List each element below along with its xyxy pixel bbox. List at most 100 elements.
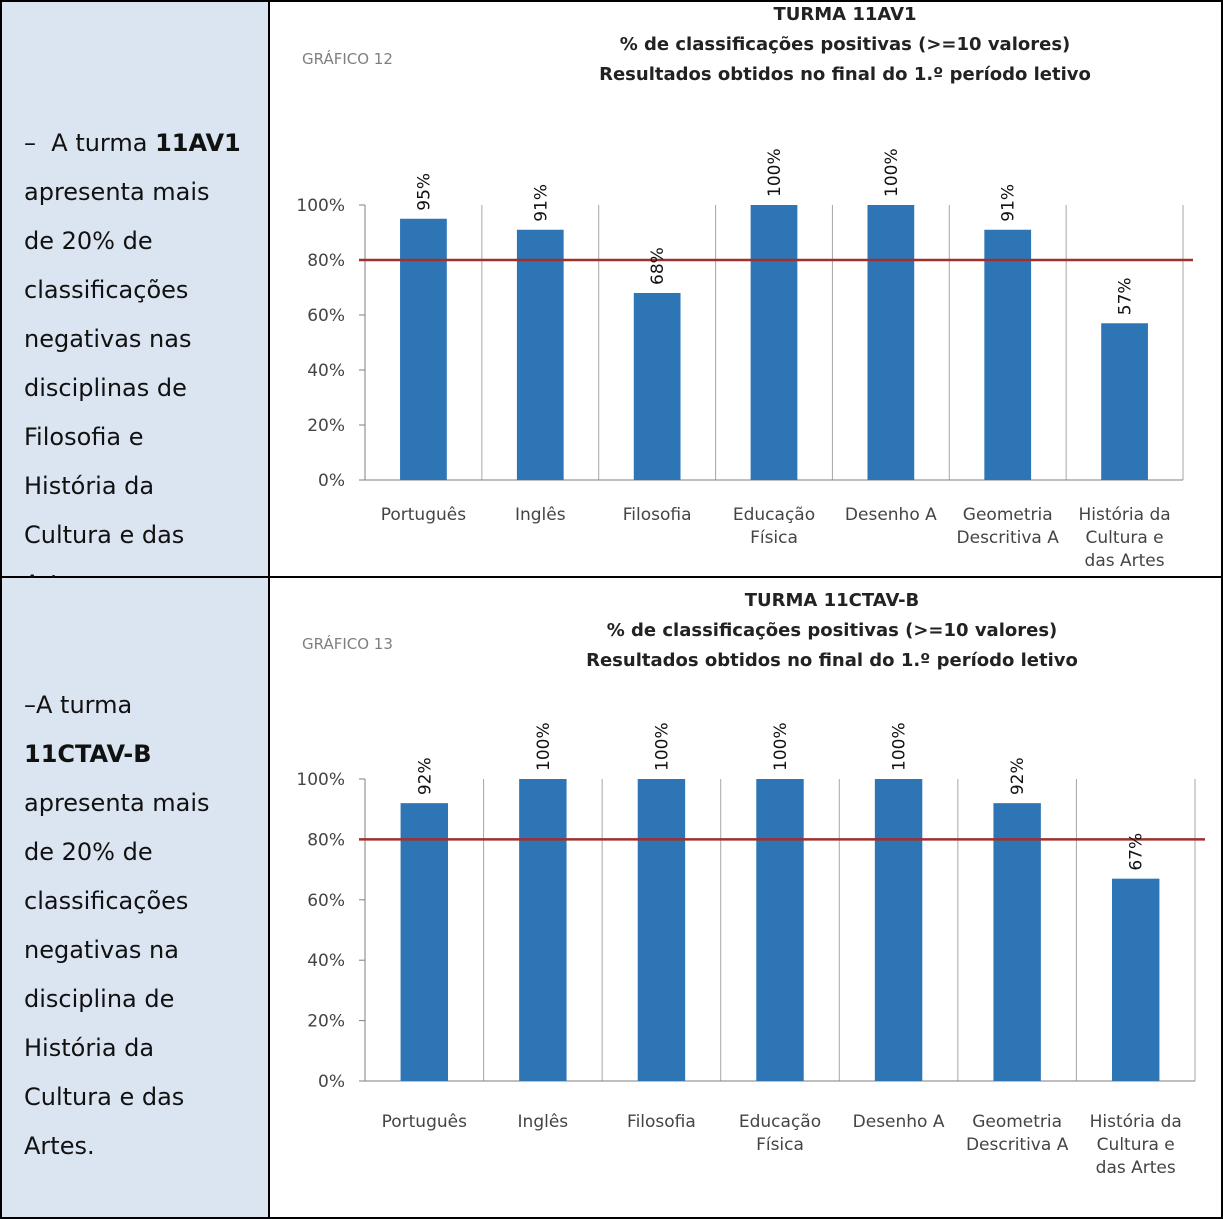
commentary-line: Artes.	[24, 1132, 95, 1160]
panel-row-2: –A turma 11CTAV-B apresenta mais de 20% d…	[0, 578, 1223, 1219]
commentary-lines: apresenta mais de 20% de classificações neg…	[24, 779, 262, 1171]
data-label: 100%	[882, 148, 902, 197]
data-label: 57%	[1116, 277, 1136, 315]
chart-cell-2: GRÁFICO 13 TURMA 11CTAV-B % de classificaç…	[270, 578, 1223, 1219]
category-label: Educação	[733, 505, 815, 525]
bar	[516, 229, 564, 480]
data-label: 95%	[414, 173, 434, 211]
commentary-text-1: – A turma 11AV1 apresenta mais de 20% de c…	[24, 119, 262, 609]
commentary-line: História da	[24, 472, 155, 500]
category-label: Português	[381, 505, 467, 525]
commentary-cell-2: –A turma 11CTAV-B apresenta mais de 20% d…	[0, 578, 270, 1219]
panel-row-1: – A turma 11AV1 apresenta mais de 20% de c…	[0, 0, 1223, 598]
commentary-lines: apresenta mais de 20% de classificações neg…	[24, 168, 262, 609]
bar	[633, 293, 681, 480]
y-tick-label: 60%	[307, 306, 345, 326]
bar	[874, 779, 923, 1081]
category-label: Física	[750, 528, 798, 548]
bar	[867, 205, 915, 480]
data-label: 68%	[648, 247, 668, 285]
y-tick-label: 40%	[307, 361, 345, 381]
data-label: 100%	[534, 722, 554, 771]
category-label: das Artes	[1085, 551, 1165, 571]
data-label: 91%	[531, 184, 551, 222]
commentary-line: disciplina de	[24, 985, 175, 1013]
commentary-cell-1: – A turma 11AV1 apresenta mais de 20% de c…	[0, 0, 270, 598]
commentary-line: apresenta mais	[24, 178, 210, 206]
category-label: Descritiva A	[966, 1135, 1069, 1155]
bar	[1112, 878, 1160, 1081]
category-label: Cultura e	[1086, 528, 1164, 548]
commentary-line: História da	[24, 1034, 155, 1062]
bar	[984, 229, 1032, 480]
chart-title-line: Resultados obtidos no final do 1.º perío…	[599, 64, 1091, 85]
commentary-line: Filosofia e	[24, 423, 144, 451]
bar	[637, 779, 686, 1081]
bar-chart-11av1: GRÁFICO 12 TURMA 11AV1 % de classificações…	[296, 4, 1193, 571]
y-tick-label: 20%	[307, 1012, 345, 1032]
commentary-line: disciplinas de	[24, 374, 187, 402]
y-tick-label: 100%	[296, 196, 345, 216]
commentary-line: negativas na	[24, 936, 179, 964]
commentary-line: – A turma 11AV1	[24, 129, 241, 157]
data-label: 67%	[1127, 833, 1147, 871]
y-tick-label: 80%	[307, 251, 345, 271]
category-label: Geometria	[972, 1112, 1062, 1132]
category-label: Cultura e	[1097, 1135, 1175, 1155]
bar	[993, 803, 1041, 1081]
data-label: 100%	[771, 722, 791, 771]
y-tick-label: 0%	[318, 1072, 345, 1092]
chart-title-line: TURMA 11AV1	[773, 4, 916, 25]
category-label: Inglês	[515, 505, 566, 525]
chart-title-line: % de classificações positivas (>=10 valo…	[607, 620, 1058, 641]
y-tick-label: 20%	[307, 416, 345, 436]
commentary-line: apresenta mais	[24, 789, 210, 817]
bar	[519, 779, 567, 1081]
bar	[1101, 323, 1148, 480]
y-tick-label: 40%	[307, 951, 345, 971]
chart-cell-1: GRÁFICO 12 TURMA 11AV1 % de classificações…	[270, 0, 1223, 578]
y-tick-label: 60%	[307, 891, 345, 911]
bar	[750, 205, 798, 480]
bar	[400, 803, 448, 1081]
category-label: Geometria	[963, 505, 1053, 525]
commentary-line: negativas nas	[24, 325, 192, 353]
category-label: História da	[1078, 505, 1170, 525]
bar	[756, 779, 804, 1081]
commentary-line: classificações	[24, 887, 189, 915]
commentary-line: de 20% de	[24, 838, 153, 866]
y-tick-label: 80%	[307, 830, 345, 850]
category-label: Educação	[739, 1112, 821, 1132]
category-label: Desenho A	[845, 505, 937, 525]
y-tick-label: 0%	[318, 471, 345, 491]
chart-title-line: TURMA 11CTAV-B	[745, 590, 920, 611]
commentary-line: –A turma	[24, 691, 133, 719]
category-label: História da	[1090, 1112, 1182, 1132]
category-label: Descritiva A	[957, 528, 1060, 548]
category-label: Filosofia	[623, 505, 692, 525]
commentary-line: Cultura e das	[24, 1083, 185, 1111]
category-label: Desenho A	[853, 1112, 945, 1132]
figure-label: GRÁFICO 12	[302, 49, 393, 68]
data-label: 92%	[1008, 757, 1028, 795]
turma-code: 11AV1	[155, 129, 241, 157]
data-label: 100%	[890, 722, 910, 771]
category-label: Inglês	[518, 1112, 569, 1132]
commentary-line: classificações	[24, 276, 189, 304]
y-tick-label: 100%	[296, 770, 345, 790]
bar-chart-11ctavb: GRÁFICO 13 TURMA 11CTAV-B % de classificaç…	[296, 590, 1205, 1178]
turma-code: 11CTAV-B	[24, 740, 152, 768]
chart-title-line: Resultados obtidos no final do 1.º perío…	[586, 650, 1078, 671]
category-label: Filosofia	[627, 1112, 696, 1132]
data-label: 92%	[415, 757, 435, 795]
commentary-line: Cultura e das	[24, 521, 185, 549]
data-label: 100%	[765, 148, 785, 197]
bar	[400, 218, 447, 480]
category-label: das Artes	[1096, 1158, 1176, 1178]
figure-label: GRÁFICO 13	[302, 634, 393, 653]
commentary-text-2: –A turma 11CTAV-B apresenta mais de 20% d…	[24, 681, 262, 1171]
commentary-line: de 20% de	[24, 227, 153, 255]
category-label: Português	[382, 1112, 468, 1132]
data-label: 91%	[999, 184, 1019, 222]
category-label: Física	[756, 1135, 804, 1155]
